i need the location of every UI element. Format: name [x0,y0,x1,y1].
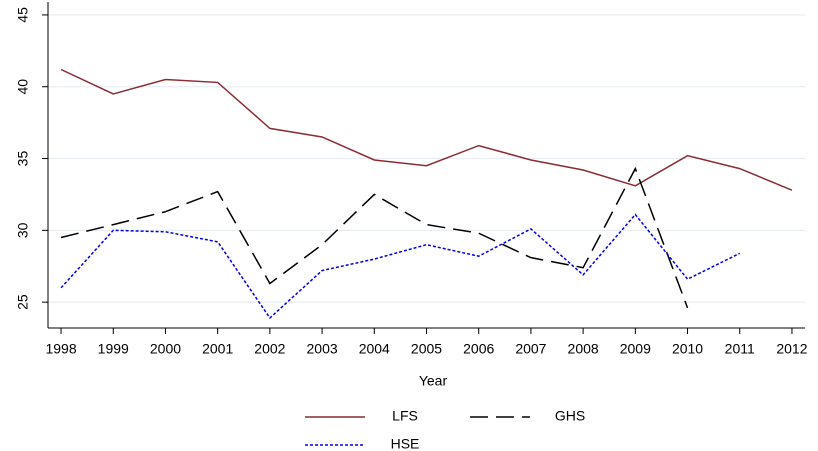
x-tick-label: 2002 [254,341,285,357]
legend-label: LFS [392,408,418,424]
x-tick-label: 2010 [672,341,703,357]
y-tick-label: 40 [15,79,31,95]
y-tick-label: 30 [15,222,31,238]
x-tick-label: 2001 [202,341,233,357]
y-tick-label: 35 [15,151,31,167]
x-tick-label: 2007 [515,341,546,357]
x-tick-label: 2012 [776,341,807,357]
x-tick-label: 1998 [45,341,76,357]
x-tick-label: 2009 [620,341,651,357]
y-tick-label: 45 [15,7,31,23]
x-axis-label: Year [419,373,448,389]
legend-label: HSE [391,436,420,451]
x-tick-label: 2011 [725,341,755,357]
series-line [60,166,689,309]
x-tick-label: 2006 [463,341,494,357]
series-line [60,68,793,191]
y-tick-label: 25 [15,294,31,310]
x-tick-label: 1999 [98,341,129,357]
x-tick-label: 2004 [359,341,390,357]
x-tick-label: 2000 [150,341,181,357]
legend-label: GHS [555,408,585,424]
x-tick-label: 2005 [411,341,442,357]
x-tick-label: 2008 [568,341,599,357]
series-line [60,213,741,320]
x-tick-label: 2003 [307,341,338,357]
